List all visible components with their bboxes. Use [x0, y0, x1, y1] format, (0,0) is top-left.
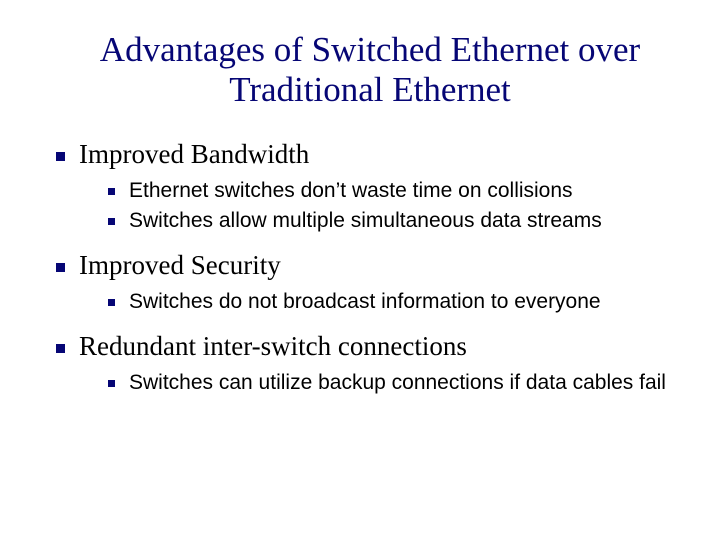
- level2-label: Ethernet switches don’t waste time on co…: [129, 178, 573, 204]
- bullet-list: Improved Bandwidth Ethernet switches don…: [40, 139, 680, 397]
- level2-label: Switches allow multiple simultaneous dat…: [129, 208, 602, 234]
- square-bullet-icon: [108, 218, 115, 225]
- level1-label: Redundant inter-switch connections: [79, 331, 467, 362]
- sub-list: Ethernet switches don’t waste time on co…: [108, 178, 680, 235]
- level1-label: Improved Security: [79, 250, 281, 281]
- square-bullet-icon: [56, 263, 65, 272]
- slide-title: Advantages of Switched Ethernet over Tra…: [40, 30, 680, 111]
- list-item: Switches allow multiple simultaneous dat…: [108, 208, 680, 234]
- list-item: Improved Bandwidth Ethernet switches don…: [56, 139, 680, 235]
- level2-label: Switches do not broadcast information to…: [129, 289, 601, 315]
- list-item: Ethernet switches don’t waste time on co…: [108, 178, 680, 204]
- level2-label: Switches can utilize backup connections …: [129, 370, 666, 396]
- square-bullet-icon: [56, 152, 65, 161]
- sub-list: Switches do not broadcast information to…: [108, 289, 680, 315]
- list-item: Switches do not broadcast information to…: [108, 289, 680, 315]
- list-item: Improved Security Switches do not broadc…: [56, 250, 680, 315]
- level1-label: Improved Bandwidth: [79, 139, 309, 170]
- square-bullet-icon: [108, 188, 115, 195]
- square-bullet-icon: [108, 380, 115, 387]
- list-item: Switches can utilize backup connections …: [108, 370, 680, 396]
- list-item: Redundant inter-switch connections Switc…: [56, 331, 680, 396]
- square-bullet-icon: [108, 299, 115, 306]
- sub-list: Switches can utilize backup connections …: [108, 370, 680, 396]
- square-bullet-icon: [56, 344, 65, 353]
